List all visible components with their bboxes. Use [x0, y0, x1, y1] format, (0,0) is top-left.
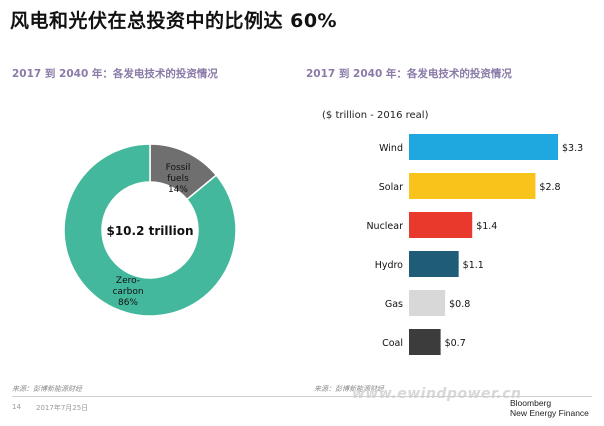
- fossil-slice-label: 14%: [168, 185, 188, 195]
- bar-wind: [409, 134, 558, 160]
- bar-category-label-coal: Coal: [382, 338, 403, 349]
- zero-carbon-slice-label: carbon: [112, 287, 143, 297]
- left-chart-subtitle: 2017 到 2040 年：各发电技术的投资情况: [12, 68, 218, 80]
- fossil-slice-label: Fossil: [166, 163, 191, 173]
- bar-value-label-wind: $3.3: [562, 143, 583, 154]
- footer-divider: [12, 396, 592, 397]
- bar-value-label-coal: $0.7: [445, 338, 466, 349]
- bar-gas: [409, 290, 446, 316]
- bar-category-label-hydro: Hydro: [375, 260, 403, 271]
- bar-coal: [409, 329, 441, 355]
- investment-by-technology-bar-chart: Wind $3.3 Solar $2.8 Nuclear $1.4 Hydro $1.1 Gas…: [366, 134, 583, 355]
- bar-nuclear: [409, 212, 473, 238]
- bar-solar: [409, 173, 536, 199]
- bnef-logo: Bloomberg New Energy Finance: [510, 398, 589, 418]
- bar-value-label-hydro: $1.1: [463, 260, 484, 271]
- watermark: www.ewindpower.cn: [352, 386, 522, 402]
- page-number: 14: [12, 403, 21, 411]
- logo-line-1: Bloomberg: [510, 398, 552, 408]
- bar-category-label-nuclear: Nuclear: [366, 221, 403, 232]
- source-note-right: 来源：彭博新能源财经: [314, 385, 384, 393]
- footer-date: 2017年7月25日: [36, 404, 89, 412]
- logo-line-2: New Energy Finance: [510, 408, 589, 418]
- right-chart-subtitle: 2017 到 2040 年：各发电技术的投资情况: [306, 68, 512, 80]
- bar-value-label-gas: $0.8: [449, 299, 470, 310]
- source-note-left: 来源：彭博新能源财经: [12, 385, 82, 393]
- bar-chart-unit-label: ($ trillion - 2016 real): [322, 110, 429, 121]
- bar-category-label-gas: Gas: [385, 299, 403, 310]
- page-title: 风电和光伏在总投资中的比例达 60%: [10, 10, 338, 32]
- bar-category-label-solar: Solar: [379, 182, 403, 193]
- bar-value-label-solar: $2.8: [539, 182, 560, 193]
- donut-center-label: $10.2 trillion: [106, 224, 193, 238]
- bar-hydro: [409, 251, 459, 277]
- bar-category-label-wind: Wind: [379, 143, 403, 154]
- zero-carbon-slice-label: Zero-: [116, 276, 140, 286]
- bar-value-label-nuclear: $1.4: [476, 221, 497, 232]
- fossil-slice-label: fuels: [167, 174, 189, 184]
- donut-slice-zero-carbon: [63, 143, 237, 317]
- zero-carbon-slice-label: 86%: [118, 298, 138, 308]
